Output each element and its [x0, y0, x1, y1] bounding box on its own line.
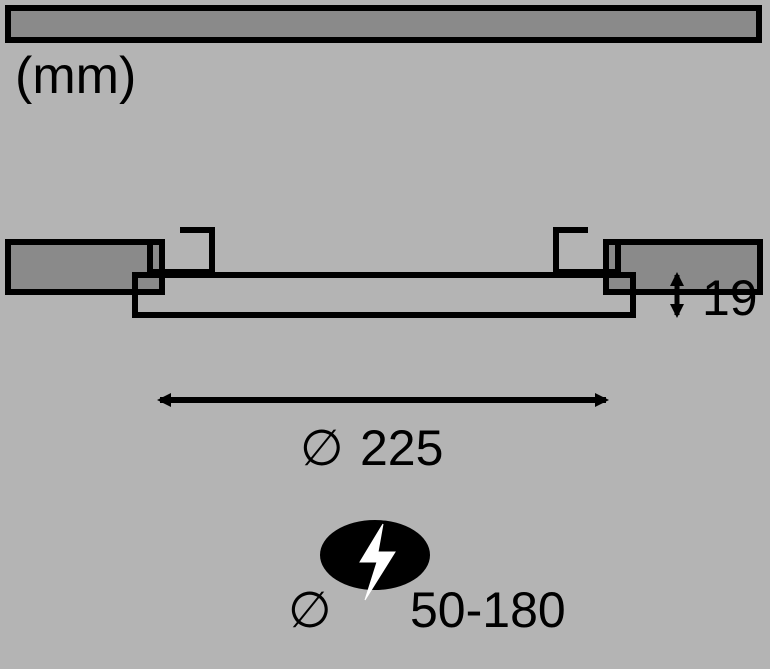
cutout-value: 50-180 — [410, 582, 566, 638]
panel-body — [135, 275, 633, 315]
dim-diameter-symbol: ∅ — [300, 420, 344, 476]
dim-height-value: 19 — [702, 270, 758, 326]
top-bar — [8, 8, 759, 40]
ceiling-left — [8, 242, 162, 292]
cutout-symbol: ∅ — [288, 582, 332, 638]
dim-diameter-value: 225 — [360, 420, 443, 476]
dimension-diagram: (mm) 19 ∅ 225 ∅ 50-180 — [0, 0, 770, 669]
unit-label: (mm) — [15, 47, 136, 105]
